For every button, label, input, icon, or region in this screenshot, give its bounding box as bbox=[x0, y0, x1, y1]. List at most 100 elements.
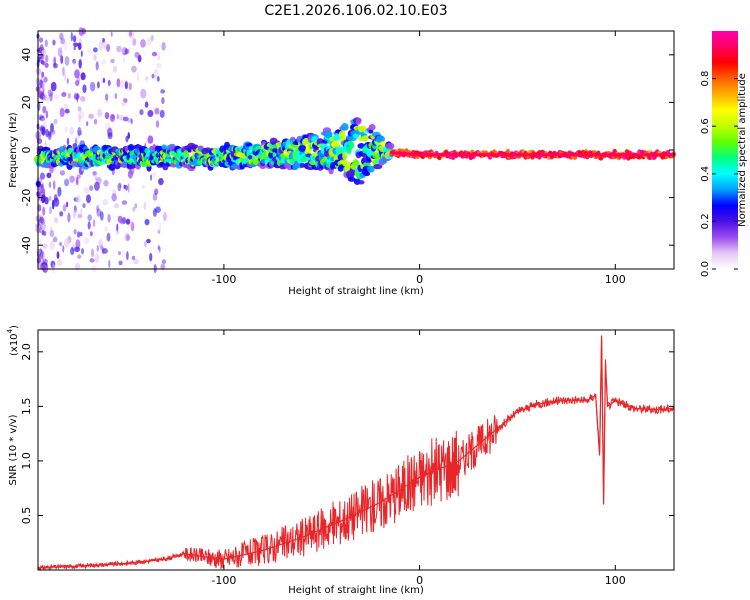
heatmap-noise-cell bbox=[45, 129, 49, 138]
heatmap-ytick-label: 0 bbox=[20, 147, 33, 154]
heatmap-noise-cell bbox=[73, 46, 76, 51]
heatmap-noise-cell bbox=[62, 204, 67, 212]
heatmap-noise-cell bbox=[42, 106, 47, 114]
heatmap-noise-cell bbox=[39, 238, 42, 248]
heatmap-noise-cell bbox=[77, 42, 82, 51]
heatmap-noise-cell bbox=[93, 47, 98, 53]
heatmap-noise-cell bbox=[143, 202, 147, 211]
colorbar-tick-label: 0.6 bbox=[700, 118, 711, 134]
heatmap-noise-cell bbox=[97, 109, 103, 118]
heatmap-noise-cell bbox=[43, 76, 48, 83]
heatmap-noise-cell bbox=[96, 208, 101, 217]
heatmap-noise-cell bbox=[59, 211, 64, 217]
heatmap-noise-cell bbox=[106, 232, 111, 242]
heatmap-noise-cell bbox=[59, 241, 62, 247]
heatmap-noise-cell bbox=[158, 178, 164, 186]
heatmap-noise-cell bbox=[49, 230, 55, 238]
heatmap-noise-cell bbox=[77, 254, 82, 259]
snr-background bbox=[38, 330, 674, 570]
heatmap-cell bbox=[355, 117, 362, 125]
heatmap-noise-cell bbox=[89, 81, 96, 92]
heatmap-noise-cell bbox=[150, 34, 154, 42]
heatmap-noise-cell bbox=[161, 259, 167, 265]
heatmap-noise-cell bbox=[134, 51, 140, 59]
heatmap-noise-cell bbox=[101, 248, 108, 254]
snr-ylabel: SNR (10 * v/v) bbox=[8, 414, 19, 485]
heatmap-noise-cell bbox=[120, 79, 125, 89]
heatmap-noise-cell bbox=[128, 30, 135, 40]
heatmap-noise-cell bbox=[82, 84, 87, 93]
snr-panel: -100 0 100 0.5 1.0 1.5 2.0 Height of straight … bbox=[6, 325, 675, 596]
heatmap-cell bbox=[368, 124, 376, 131]
heatmap-noise-cell bbox=[67, 92, 71, 99]
heatmap-noise-cell bbox=[42, 206, 46, 216]
heatmap-noise-cell bbox=[131, 255, 136, 260]
heatmap-cell bbox=[149, 145, 155, 152]
heatmap-noise-cell bbox=[132, 206, 136, 212]
heatmap-noise-cell bbox=[67, 212, 71, 223]
heatmap-noise-cell bbox=[161, 97, 165, 105]
heatmap-noise-cell bbox=[42, 258, 47, 264]
heatmap-noise-cell bbox=[155, 206, 161, 213]
heatmap-cell bbox=[352, 159, 359, 165]
heatmap-noise-cell bbox=[108, 259, 111, 268]
heatmap-noise-cell bbox=[156, 63, 162, 69]
heatmap-noise-cell bbox=[49, 206, 52, 215]
heatmap-noise-cell bbox=[127, 118, 133, 123]
heatmap-noise-cell bbox=[151, 51, 158, 57]
heatmap-noise-cell bbox=[41, 93, 47, 101]
heatmap-noise-cell bbox=[41, 49, 47, 55]
heatmap-noise-cell bbox=[130, 118, 133, 125]
heatmap-xlabel: Height of straight line (km) bbox=[288, 286, 424, 297]
snr-scale-label: (x104) bbox=[6, 325, 20, 356]
heatmap-noise-cell bbox=[42, 82, 46, 90]
heatmap-ylabel: Frequency (Hz) bbox=[8, 112, 19, 188]
snr-frame bbox=[37, 329, 675, 571]
heatmap-axes: -100 0 100 -40 -20 0 20 40 bbox=[20, 31, 674, 286]
heatmap-noise-cell bbox=[122, 249, 125, 259]
heatmap-noise-cell bbox=[43, 252, 46, 261]
heatmap-noise-cell bbox=[118, 260, 123, 266]
heatmap-noise-cell bbox=[40, 172, 45, 180]
heatmap-noise-cell bbox=[89, 185, 94, 192]
heatmap-noise-cell bbox=[119, 219, 126, 225]
heatmap-noise-cell bbox=[104, 226, 109, 232]
heatmap-noise-cell bbox=[42, 61, 46, 66]
heatmap-cell bbox=[338, 130, 346, 139]
heatmap-cell bbox=[346, 146, 352, 155]
heatmap-cell bbox=[363, 171, 371, 177]
heatmap-cell bbox=[347, 176, 356, 182]
heatmap-noise-cell bbox=[107, 214, 111, 223]
snr-ytick-label: 2.0 bbox=[20, 343, 33, 361]
heatmap-noise-cell bbox=[124, 48, 130, 55]
heatmap-noise-cell bbox=[94, 181, 100, 191]
heatmap-noise-cell bbox=[115, 230, 120, 235]
heatmap-noise-cell bbox=[59, 107, 65, 118]
heatmap-noise-cell bbox=[120, 47, 126, 54]
heatmap-noise-cell bbox=[93, 54, 97, 61]
heatmap-noise-cell bbox=[76, 195, 81, 204]
heatmap-noise-cell bbox=[95, 61, 99, 71]
heatmap-noise-cell bbox=[84, 187, 89, 194]
heatmap-noise-cell bbox=[146, 238, 151, 244]
heatmap-cell bbox=[361, 135, 370, 142]
heatmap-noise-cell bbox=[112, 65, 117, 73]
heatmap-noise-cell bbox=[103, 179, 109, 187]
heatmap-noise-cell bbox=[96, 245, 100, 252]
heatmap-noise-cell bbox=[105, 98, 109, 104]
snr-series-line bbox=[37, 335, 675, 569]
heatmap-noise-cell bbox=[146, 36, 152, 46]
snr-xtick-label: 0 bbox=[416, 574, 423, 587]
heatmap-noise-cell bbox=[116, 78, 121, 88]
heatmap-noise-cell bbox=[72, 59, 77, 67]
heatmap-noise-cell bbox=[44, 39, 48, 47]
heatmap-cell bbox=[182, 150, 189, 158]
heatmap-noise-cell bbox=[96, 204, 99, 212]
heatmap-noise-cell bbox=[123, 98, 128, 103]
heatmap-noise-cell bbox=[38, 37, 44, 43]
heatmap-cell bbox=[367, 165, 375, 173]
heatmap-noise-cell bbox=[136, 72, 139, 82]
colorbar-label: Normalized spectral amplitude bbox=[737, 73, 748, 227]
colorbar: 0.0 0.2 0.4 0.6 0.8 Normalized spectral ampl… bbox=[700, 31, 748, 277]
heatmap-noise-cell bbox=[110, 58, 115, 64]
